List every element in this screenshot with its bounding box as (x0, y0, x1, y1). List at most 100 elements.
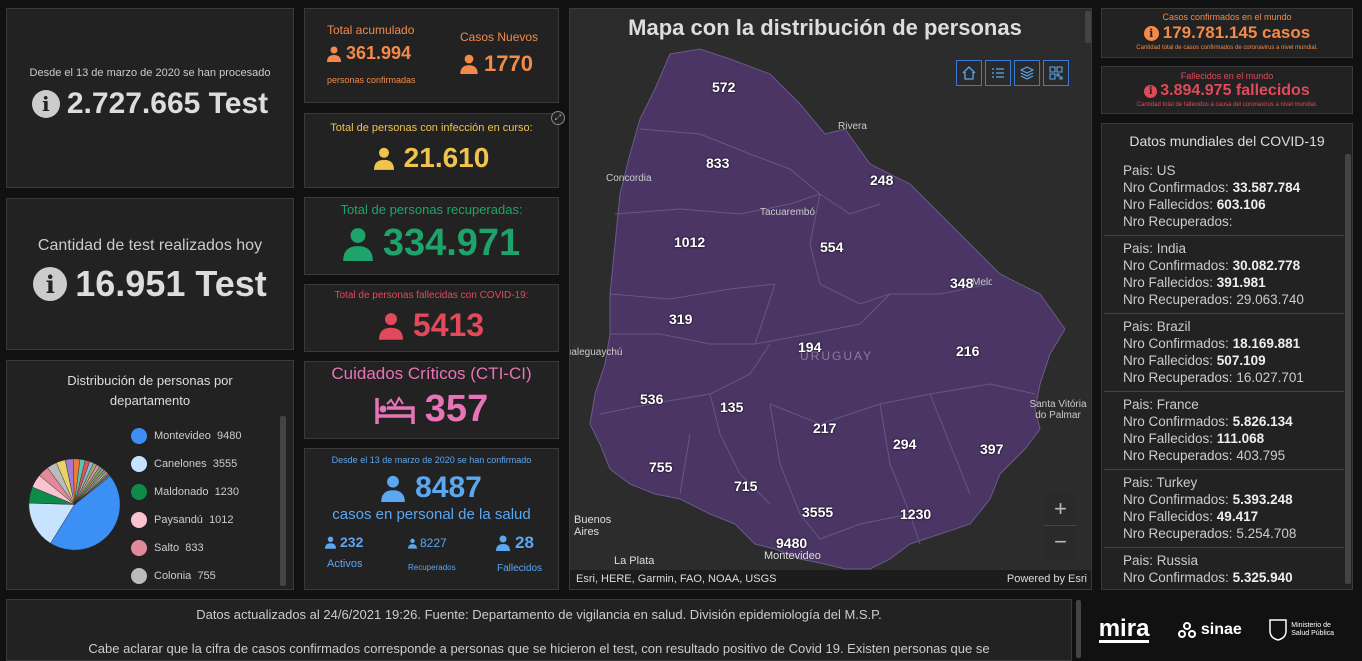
recovered-label: Nro Recuperados: (1123, 370, 1233, 385)
deaths-row: Nro Fallecidos: 603.106 (1123, 196, 1344, 213)
qr-icon[interactable] (1043, 60, 1069, 86)
map-attribution: Esri, HERE, Garmin, FAO, NOAA, USGS (576, 573, 777, 585)
map-title: Mapa con la distribución de personas (628, 15, 1022, 40)
recovered-value: 16.027.701 (1236, 370, 1304, 385)
logos-bar: mira sinae Ministerio de Salud Pública (1085, 599, 1355, 661)
map-count: 1012 (674, 234, 706, 250)
country-item[interactable]: Pais: France Nro Confirmados: 5.826.134 Nr… (1104, 392, 1344, 470)
person-icon (373, 147, 394, 170)
active-panel: Total de personas con infección en curso… (304, 113, 559, 188)
tests-today-panel: Cantidad de test realizados hoy i 16.951… (6, 198, 294, 350)
zoom-in-button[interactable]: + (1044, 493, 1077, 526)
deaths-label: Nro Fallecidos: (1123, 197, 1214, 212)
deaths-label: Nro Fallecidos: (1123, 353, 1214, 368)
accumulated-panel: Total acumulado 361.994 personas confirm… (304, 8, 559, 103)
country-item[interactable]: Pais: Turkey Nro Confirmados: 5.393.248 Nr… (1104, 470, 1344, 548)
home-icon[interactable] (956, 60, 982, 86)
map-count: 135 (720, 399, 744, 415)
map-title-scrollbar[interactable] (1085, 11, 1091, 43)
recovered-panel: Total de personas recuperadas: 334.971 (304, 197, 559, 275)
distribution-pie (28, 458, 121, 551)
deceased-value: 5413 (412, 307, 485, 343)
recovered-label: Total de personas recuperadas: (340, 202, 523, 217)
health-staff-fallecidos-label: Fallecidos (497, 563, 543, 574)
deaths-value: 49.417 (1216, 509, 1259, 524)
map-count: 319 (669, 311, 693, 327)
pie-slice[interactable] (28, 502, 75, 544)
map-count: 554 (820, 239, 844, 255)
legend-label: Montevideo (154, 430, 211, 442)
legend-item[interactable]: Maldonado 1230 (131, 478, 271, 506)
world-confirmed-sub: Cantidad total de casos confirmados de c… (1136, 45, 1318, 51)
recovered-row: Nro Recuperados: 16.027.701 (1123, 369, 1344, 386)
health-staff-sub: casos en personal de la salud (332, 506, 531, 523)
confirmed-label: Nro Confirmados: (1123, 570, 1229, 585)
country-item[interactable]: Pais: Russia Nro Confirmados: 5.325.940 (1104, 548, 1344, 589)
deaths-label: Nro Fallecidos: (1123, 431, 1214, 446)
map-attribution-bar: Esri, HERE, Garmin, FAO, NOAA, USGS Powe… (570, 570, 1091, 589)
country-item[interactable]: Pais: India Nro Confirmados: 30.082.778 Nr… (1104, 236, 1344, 314)
map-panel: Mapa con la distribución de personas Riv… (569, 8, 1092, 590)
map-count: 194 (798, 339, 822, 355)
list-icon[interactable] (985, 60, 1011, 86)
legend-value: 1012 (209, 514, 234, 526)
legend-item[interactable]: Colonia 755 (131, 562, 271, 590)
legend-label: Paysandú (154, 514, 203, 526)
recovered-value: 334.971 (382, 222, 521, 264)
legend-value: 3555 (212, 458, 238, 470)
legend-label: Canelones (154, 458, 207, 470)
health-staff-recuperados-label: Recuperados (408, 563, 456, 572)
confirmed-value: 33.587.784 (1232, 180, 1301, 195)
place-concordia: Concordia (606, 173, 652, 184)
recovered-label: Nro Recuperados: (1123, 292, 1233, 307)
legend-item[interactable]: Montevideo 9480 (131, 422, 271, 450)
world-list-title: Datos mundiales del COVID-19 (1129, 133, 1325, 149)
sinae-icon (1177, 622, 1196, 638)
map-powered-by[interactable]: Powered by Esri (1006, 573, 1087, 585)
recovered-label: Nro Recuperados: (1123, 214, 1233, 229)
expand-icon[interactable]: ⤢ (551, 111, 565, 125)
pie-slice[interactable] (50, 475, 121, 551)
recovered-value: 5.254.708 (1236, 526, 1297, 541)
person-icon (408, 538, 417, 549)
new-cases-label: Casos Nuevos (460, 30, 539, 44)
active-value: 21.610 (403, 142, 490, 173)
tests-total-panel: Desde el 13 de marzo de 2020 se han proc… (6, 8, 294, 188)
country-item[interactable]: Pais: Brazil Nro Confirmados: 18.169.881 N… (1104, 314, 1344, 392)
layers-icon[interactable] (1014, 60, 1040, 86)
distribution-scrollbar[interactable] (280, 416, 286, 586)
deaths-value: 391.981 (1216, 275, 1266, 290)
mira-logo: mira (1098, 614, 1150, 643)
legend-item[interactable]: Salto 833 (131, 534, 271, 562)
sinae-logo: sinae (1177, 620, 1242, 640)
distribution-panel: Distribución de personas por departament… (6, 360, 294, 590)
accumulated-value: 361.994 (346, 43, 412, 63)
legend-item[interactable]: Paysandú 1012 (131, 506, 271, 534)
recovered-row: Nro Recuperados: 5.254.708 (1123, 525, 1344, 542)
country-name: Pais: France (1123, 397, 1199, 412)
health-staff-value: 8487 (415, 471, 482, 504)
deceased-panel: Total de personas fallecidas con COVID-1… (304, 284, 559, 352)
legend-item[interactable]: Canelones 3555 (131, 450, 271, 478)
legend-value: 1230 (214, 486, 240, 498)
footer-line-2: Cabe aclarar que la cifra de casos confi… (88, 641, 990, 656)
confirmed-label: Nro Confirmados: (1123, 258, 1229, 273)
critical-value: 357 (424, 388, 489, 430)
deaths-value: 507.109 (1216, 353, 1266, 368)
footer-scrollbar[interactable] (1076, 600, 1081, 658)
world-deaths-value: 3.894.975 fallecidos (1160, 82, 1310, 99)
hospital-bed-icon (375, 395, 415, 424)
country-item[interactable]: Pais: US Nro Confirmados: 33.587.784 Nro F… (1104, 158, 1344, 236)
recovered-value: 29.063.740 (1236, 292, 1304, 307)
deaths-row: Nro Fallecidos: 111.068 (1123, 430, 1344, 447)
zoom-out-button[interactable]: − (1044, 527, 1077, 560)
confirmed-label: Nro Confirmados: (1123, 492, 1229, 507)
tests-today-value: 16.951 Test (75, 263, 267, 304)
world-confirmed-label: Casos confirmados en el mundo (1162, 12, 1292, 22)
distribution-legend: Montevideo 9480 Canelones 3555 Maldonado 1… (131, 422, 271, 590)
pie-slice[interactable] (74, 475, 111, 505)
info-icon: i (31, 90, 60, 118)
uruguay-map[interactable] (570, 44, 1092, 589)
world-deaths-panel: Fallecidos en el mundo i 3.894.975 falle… (1101, 66, 1353, 114)
world-list-scrollbar[interactable] (1345, 154, 1351, 584)
